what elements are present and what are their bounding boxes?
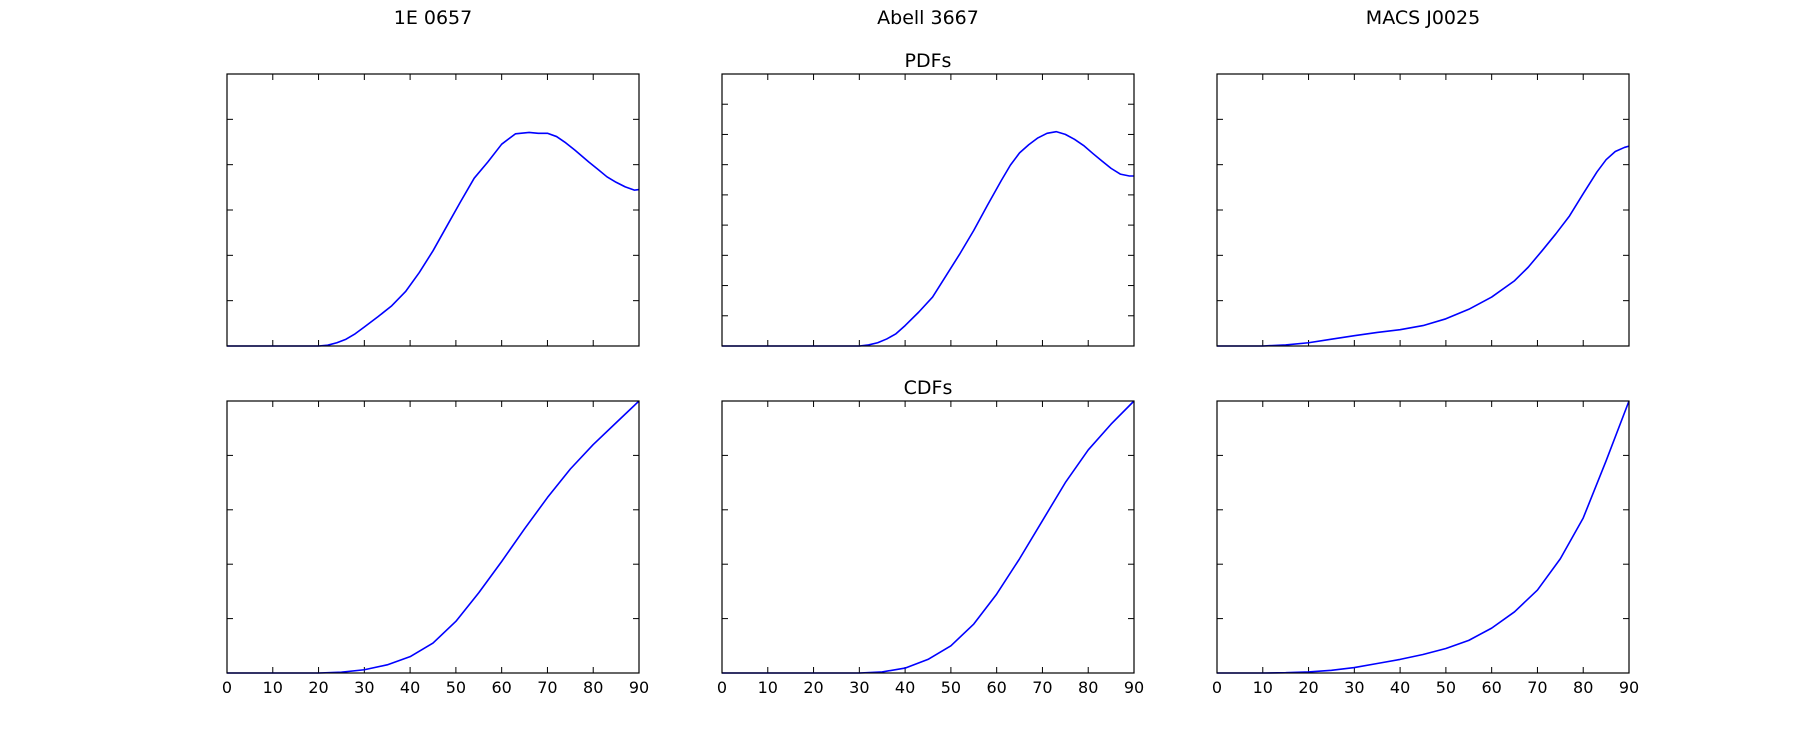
column-title-abell-3667: Abell 3667	[877, 7, 979, 29]
panel-1e-0657-cdfs: 0 10 20 30 40 50 60 70 80 90	[222, 400, 649, 697]
x-tick-label: 10	[758, 678, 778, 697]
series-line-abell-3667-cdfs	[722, 400, 1135, 674]
x-tick-label: 60	[986, 678, 1006, 697]
x-tick-label: 80	[583, 678, 603, 697]
x-tick-label: 0	[222, 678, 232, 697]
column-title-macs-j0025: MACS J0025	[1366, 7, 1480, 29]
x-tick-label: 40	[1390, 678, 1410, 697]
column-title-1e-0657: 1E 0657	[394, 7, 473, 29]
x-tick-label: 60	[491, 678, 511, 697]
x-tick-label: 60	[1481, 678, 1501, 697]
x-tick-label: 0	[717, 678, 727, 697]
x-tick-label: 50	[941, 678, 961, 697]
panel-abell-3667-cdfs: 0 10 20 30 40 50 60 70 80 90	[717, 400, 1144, 697]
series-line-macs-j0025-cdfs	[1217, 400, 1630, 674]
panel-macs-j0025-pdfs	[1216, 73, 1630, 347]
panel-1e-0657-pdfs	[226, 73, 640, 347]
x-tick-label: 80	[1573, 678, 1593, 697]
x-tick-label: 30	[849, 678, 869, 697]
x-tick-label: 90	[629, 678, 649, 697]
axes-frame-macs-j0025-cdfs	[1216, 400, 1630, 674]
x-tick-label: 50	[446, 678, 466, 697]
x-tick-label: 10	[1253, 678, 1273, 697]
panel-macs-j0025-cdfs: 0 10 20 30 40 50 60 70 80 90	[1212, 400, 1639, 697]
x-tick-label: 0	[1212, 678, 1222, 697]
x-tick-label: 80	[1078, 678, 1098, 697]
x-tick-label: 90	[1124, 678, 1144, 697]
x-tick-label: 30	[354, 678, 374, 697]
series-line-macs-j0025-pdfs	[1217, 145, 1630, 347]
axes-frame-abell-3667-pdfs	[721, 73, 1135, 347]
axes-frame-macs-j0025-pdfs	[1216, 73, 1630, 347]
x-tick-label: 70	[1032, 678, 1052, 697]
x-tick-label: 90	[1619, 678, 1639, 697]
row-title-cdfs: CDFs	[904, 377, 953, 399]
x-tick-label: 70	[1527, 678, 1547, 697]
axes-frame-abell-3667-cdfs	[721, 400, 1135, 674]
series-line-abell-3667-pdfs	[722, 130, 1134, 347]
row-title-pdfs: PDFs	[905, 50, 952, 72]
x-tick-label: 20	[1298, 678, 1318, 697]
x-tick-label: 10	[263, 678, 283, 697]
x-tick-label: 70	[537, 678, 557, 697]
panels-group: 0 10 20 30 40 50 60 70 80 90 0 10 20 30 40 50 60 70 80 90 0 1…	[222, 73, 1639, 697]
series-line-1e-0657-cdfs	[227, 400, 640, 674]
x-tick-label: 20	[308, 678, 328, 697]
axes-frame-1e-0657-pdfs	[226, 73, 640, 347]
x-tick-label: 20	[803, 678, 823, 697]
x-tick-label: 40	[400, 678, 420, 697]
x-tick-label: 30	[1344, 678, 1364, 697]
x-tick-label: 40	[895, 678, 915, 697]
x-tick-label: 50	[1436, 678, 1456, 697]
axes-frame-1e-0657-cdfs	[226, 400, 640, 674]
series-line-1e-0657-pdfs	[227, 131, 640, 347]
panel-abell-3667-pdfs	[721, 73, 1135, 347]
